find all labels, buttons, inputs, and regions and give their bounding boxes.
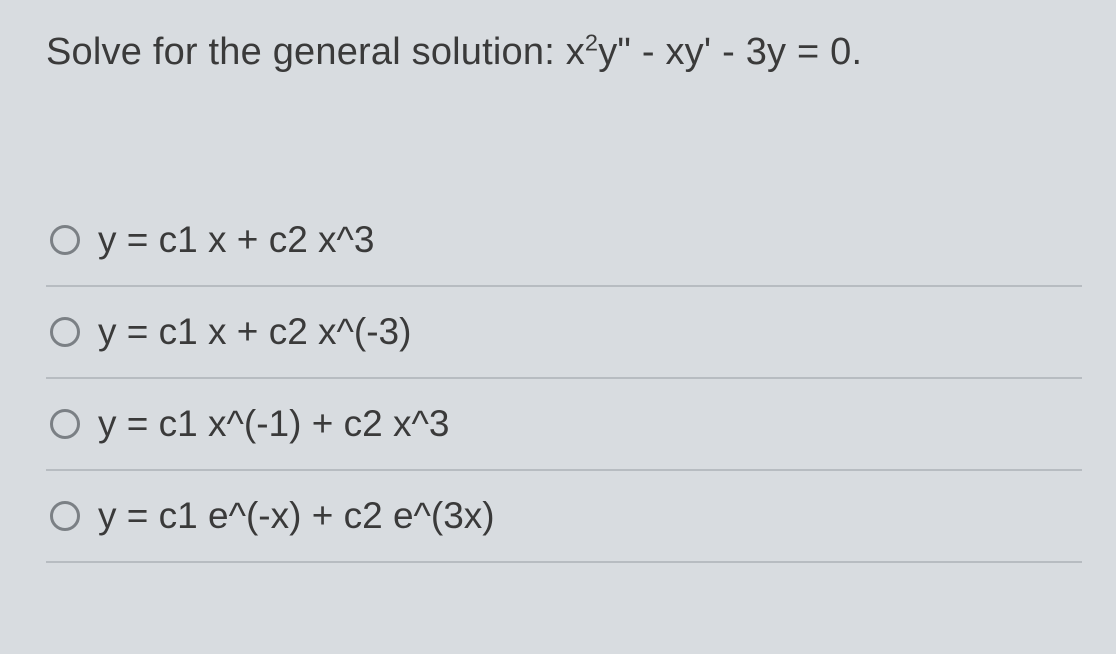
option-1[interactable]: y = c1 x + c2 x^3 (46, 195, 1082, 287)
question-part-1: Solve for the general solution: x (46, 31, 585, 73)
options-list: y = c1 x + c2 x^3 y = c1 x + c2 x^(-3) y… (46, 194, 1082, 563)
radio-icon[interactable] (50, 409, 80, 439)
option-2[interactable]: y = c1 x + c2 x^(-3) (46, 287, 1082, 379)
question-text: Solve for the general solution: x2y" - x… (46, 30, 1082, 76)
option-3[interactable]: y = c1 x^(-1) + c2 x^3 (46, 379, 1082, 471)
question-part-2: y" - xy' - 3y = 0. (598, 31, 862, 73)
radio-icon[interactable] (50, 317, 80, 347)
option-label: y = c1 x + c2 x^(-3) (98, 311, 411, 353)
radio-icon[interactable] (50, 225, 80, 255)
option-label: y = c1 e^(-x) + c2 e^(3x) (98, 495, 495, 537)
option-label: y = c1 x + c2 x^3 (98, 219, 375, 261)
option-4[interactable]: y = c1 e^(-x) + c2 e^(3x) (46, 471, 1082, 563)
question-sup-1: 2 (585, 29, 598, 55)
radio-icon[interactable] (50, 501, 80, 531)
option-label: y = c1 x^(-1) + c2 x^3 (98, 403, 449, 445)
